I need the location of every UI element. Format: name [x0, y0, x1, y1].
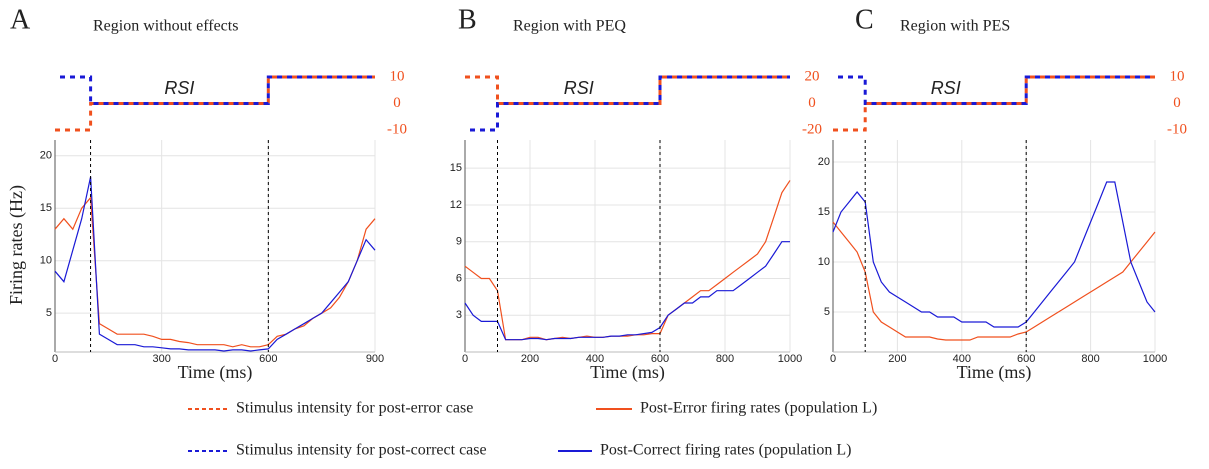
y-tick-label: 9 [456, 236, 462, 248]
y-tick-label: 3 [456, 309, 462, 321]
stimulus-tick-label: 10 [1170, 68, 1185, 84]
legend-label: Stimulus intensity for post-error case [236, 400, 473, 417]
y-tick-label: 20 [818, 156, 830, 168]
rsi-label: RSI [164, 78, 194, 98]
stimulus-tick-label: 20 [805, 68, 820, 84]
x-tick-label: 600 [1017, 353, 1035, 365]
series-line [832, 221, 1156, 341]
x-tick-label: 900 [366, 353, 384, 365]
x-tick-label: 1000 [1143, 353, 1167, 365]
stimulus-line [833, 75, 1155, 105]
y-tick-label: 20 [40, 150, 52, 162]
x-tick-label: 400 [953, 353, 971, 365]
stimulus-line [55, 75, 375, 132]
series-line [464, 180, 791, 341]
y-tick-label: 10 [818, 256, 830, 268]
x-axis-label: Time (ms) [590, 362, 665, 383]
legend-label: Stimulus intensity for post-correct case [236, 442, 487, 459]
stimulus-tick-label: -10 [387, 121, 407, 137]
y-tick-label: 5 [46, 307, 52, 319]
stimulus-tick-label: 0 [393, 95, 401, 111]
stimulus-line [55, 75, 375, 105]
y-tick-label: 5 [824, 306, 830, 318]
y-tick-label: 15 [818, 206, 830, 218]
y-tick-label: 6 [456, 272, 462, 284]
rsi-label: RSI [931, 78, 961, 98]
x-tick-label: 300 [152, 353, 170, 365]
series-line [54, 196, 376, 348]
y-tick-label: 10 [40, 255, 52, 267]
panel-label: B [458, 4, 477, 35]
rsi-label: RSI [564, 78, 594, 98]
series-line [54, 176, 376, 352]
panel-title: Region with PES [900, 18, 1010, 35]
stimulus-line [465, 75, 790, 105]
stimulus-tick-label: -20 [802, 121, 822, 137]
y-tick-label: 15 [40, 202, 52, 214]
x-tick-label: 0 [462, 353, 468, 365]
stimulus-line [465, 75, 790, 132]
legend-label: Post-Error firing rates (population L) [640, 400, 877, 417]
x-tick-label: 800 [716, 353, 734, 365]
series-line [832, 181, 1156, 328]
y-tick-label: 15 [450, 162, 462, 174]
panel-label: A [10, 4, 31, 35]
panel-label: C [855, 4, 874, 35]
stimulus-tick-label: 0 [1173, 95, 1181, 111]
x-tick-label: 1000 [778, 353, 802, 365]
panel-title: Region without effects [93, 18, 238, 35]
x-tick-label: 200 [521, 353, 539, 365]
y-tick-label: 12 [450, 199, 462, 211]
x-tick-label: 0 [52, 353, 58, 365]
x-axis-label: Time (ms) [178, 362, 253, 383]
x-tick-label: 600 [651, 353, 669, 365]
x-axis-label: Time (ms) [957, 362, 1032, 383]
stimulus-tick-label: 10 [390, 68, 405, 84]
x-tick-label: 400 [586, 353, 604, 365]
x-tick-label: 800 [1081, 353, 1099, 365]
stimulus-tick-label: 0 [808, 95, 816, 111]
stimulus-tick-label: -10 [1167, 121, 1187, 137]
x-tick-label: 0 [830, 353, 836, 365]
series-line [464, 241, 790, 341]
x-tick-label: 600 [259, 353, 277, 365]
panel-title: Region with PEQ [513, 18, 626, 35]
y-axis-label: Firing rates (Hz) [6, 185, 27, 305]
x-tick-label: 200 [888, 353, 906, 365]
legend-label: Post-Correct firing rates (population L) [600, 442, 852, 459]
